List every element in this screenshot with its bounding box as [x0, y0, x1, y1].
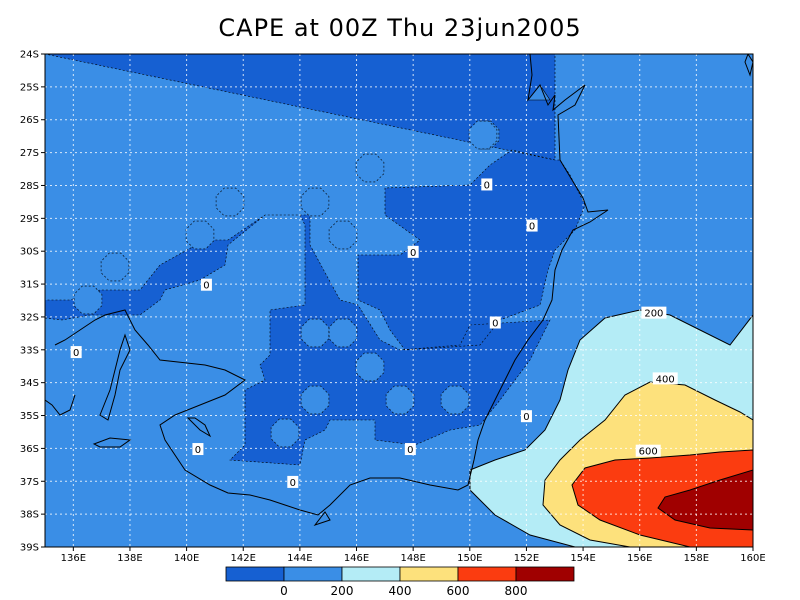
colorbar-swatches	[225, 566, 575, 582]
contour-label-bg	[70, 346, 82, 359]
contour-label: 0	[484, 180, 490, 191]
lon-tick-label: 156E	[627, 553, 652, 564]
lat-tick-label: 38S	[20, 510, 39, 521]
lon-tick-label: 136E	[61, 553, 86, 564]
contour-label: 0	[407, 445, 413, 456]
contour-label: 0	[203, 281, 209, 292]
plot-frame	[44, 53, 754, 548]
contour-label-bg	[404, 443, 416, 456]
colorbar-labels: 0 200 400 600 800	[280, 584, 527, 598]
light-cell	[300, 385, 330, 415]
contour-label: 0	[290, 478, 296, 489]
contour-label-bg	[526, 219, 538, 232]
colorbar-swatch	[399, 566, 459, 582]
contour-label: 0	[529, 222, 535, 233]
colorbar: 0 200 400 600 800	[225, 566, 575, 598]
lon-tick-label: 148E	[400, 553, 425, 564]
lat-tick-label: 24S	[20, 50, 39, 61]
light-cell	[73, 285, 103, 315]
lat-tick-label: 31S	[20, 280, 39, 291]
contour-label-bg	[641, 306, 667, 319]
lat-tick-label: 34S	[20, 378, 39, 389]
contour-label: 400	[656, 374, 675, 385]
colorbar-swatch	[457, 566, 517, 582]
contour-label-bg	[489, 316, 501, 329]
coastline	[45, 54, 753, 526]
light-cell	[328, 220, 358, 250]
lon-tick-label: 142E	[231, 553, 256, 564]
contour-label: 0	[492, 319, 498, 330]
colorbar-label: 200	[331, 584, 354, 598]
light-cell	[328, 318, 358, 348]
lon-tick-label: 160E	[740, 553, 765, 564]
contour-label-bg	[192, 443, 204, 456]
contour-label: 0	[73, 348, 79, 359]
lat-tick-label: 29S	[20, 214, 39, 225]
colorbar-label: 600	[447, 584, 470, 598]
contour-label: 600	[639, 447, 658, 458]
contour-label-bg	[520, 410, 532, 423]
contour-label-bg	[407, 245, 419, 258]
contour-label-bg	[200, 278, 212, 291]
lat-tick-label: 26S	[20, 115, 39, 126]
map-title: CAPE at 00Z Thu 23jun2005	[218, 14, 582, 42]
lon-tick-label: 154E	[570, 553, 595, 564]
lon-tick-label: 140E	[174, 553, 199, 564]
lon-tick-label: 158E	[684, 553, 709, 564]
lon-tick-label: 144E	[287, 553, 312, 564]
contour-label-bg	[652, 372, 678, 385]
lat-tick-label: 30S	[20, 247, 39, 258]
colorbar-label: 0	[280, 584, 288, 598]
lon-tick-label: 152E	[514, 553, 539, 564]
band-above-800-region	[657, 469, 753, 531]
lat-tick-label: 27S	[20, 148, 39, 159]
contour-label: 0	[410, 248, 416, 259]
colorbar-label: 800	[505, 584, 528, 598]
lat-tick-label: 39S	[20, 543, 39, 554]
light-cell	[468, 120, 498, 150]
colorbar-swatch	[515, 566, 575, 582]
lat-tick-label: 35S	[20, 411, 39, 422]
lon-tick-label: 150E	[457, 553, 482, 564]
contour-label-bg	[481, 178, 493, 191]
contour-label: 0	[523, 412, 529, 423]
contour-label-bg	[287, 475, 299, 488]
band-below-0-region	[45, 54, 586, 466]
colorbar-label: 400	[389, 584, 412, 598]
light-cell	[355, 153, 385, 183]
light-cell	[185, 220, 215, 250]
lat-lon-grid	[45, 54, 753, 547]
longitude-tick-labels: 136E 138E 140E 142E 144E 146E 148E 150E 152E 154E…	[61, 547, 766, 564]
lon-tick-label: 146E	[344, 553, 369, 564]
light-cell	[270, 418, 300, 448]
lon-tick-label: 138E	[117, 553, 142, 564]
lat-tick-label: 36S	[20, 444, 39, 455]
lat-tick-label: 33S	[20, 345, 39, 356]
contour-label-bg	[635, 444, 661, 457]
latitude-tick-labels: 24S 25S 26S 27S 28S 29S 30S 31S 32S 33S 34S 35S 36S 3…	[20, 50, 45, 554]
light-cell	[215, 187, 245, 217]
colorbar-swatch	[341, 566, 401, 582]
colorbar-swatch	[283, 566, 343, 582]
light-cell	[385, 385, 415, 415]
lat-tick-label: 25S	[20, 82, 39, 93]
lat-tick-label: 37S	[20, 477, 39, 488]
contour-label: 0	[195, 445, 201, 456]
light-cell	[300, 318, 330, 348]
contour-labels: 0 0 0 0 0 0 0 0 0 0 200 400 600	[70, 178, 678, 489]
cape-field: 0 0 0 0 0 0 0 0 0 0 200 400 600	[45, 54, 753, 547]
lat-tick-label: 32S	[20, 312, 39, 323]
contour-label: 200	[644, 309, 663, 320]
light-cell	[100, 252, 130, 282]
light-cell	[300, 187, 330, 217]
lat-tick-label: 28S	[20, 181, 39, 192]
colorbar-swatch	[225, 566, 285, 582]
below-0-cells	[73, 84, 551, 448]
light-cell	[440, 385, 470, 415]
light-cell	[355, 352, 385, 382]
